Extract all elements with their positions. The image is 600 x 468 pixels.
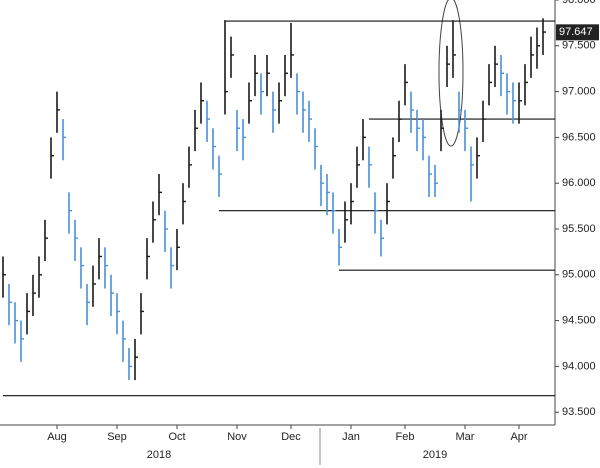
last-price-label: 97.647 bbox=[559, 26, 593, 38]
y-tick-label: 98.000 bbox=[562, 0, 596, 6]
y-tick-label: 94.500 bbox=[562, 314, 596, 326]
y-tick-label: 97.500 bbox=[562, 40, 596, 52]
x-tick-label: Apr bbox=[510, 431, 527, 443]
y-tick-label: 96.500 bbox=[562, 131, 596, 143]
x-tick-label: Nov bbox=[227, 431, 247, 443]
highlight-ellipse bbox=[438, 0, 464, 147]
y-tick-label: 97.000 bbox=[562, 86, 596, 98]
year-label: 2018 bbox=[147, 449, 171, 461]
y-tick-label: 93.500 bbox=[562, 406, 596, 418]
x-tick-label: Mar bbox=[456, 431, 475, 443]
x-tick-label: Sep bbox=[107, 431, 127, 443]
y-tick-label: 96.000 bbox=[562, 177, 596, 189]
y-tick-label: 94.000 bbox=[562, 360, 596, 372]
y-tick-label: 95.500 bbox=[562, 223, 596, 235]
last-price-box bbox=[556, 24, 599, 41]
x-tick-label: Feb bbox=[396, 431, 415, 443]
x-tick-label: Jan bbox=[342, 431, 360, 443]
year-label: 2019 bbox=[423, 449, 447, 461]
y-tick-label: 95.000 bbox=[562, 269, 596, 281]
x-tick-label: Aug bbox=[47, 431, 67, 443]
x-tick-label: Dec bbox=[281, 431, 301, 443]
x-tick-label: Oct bbox=[168, 431, 185, 443]
